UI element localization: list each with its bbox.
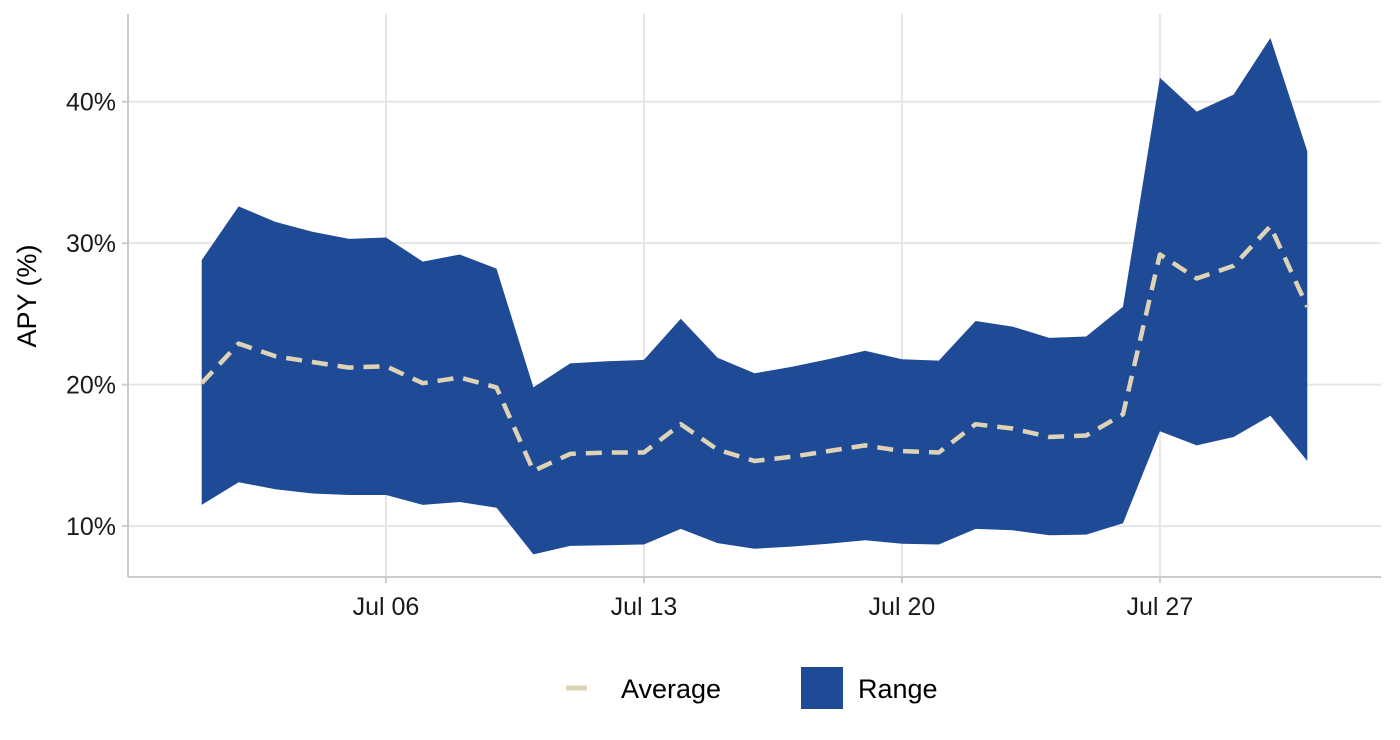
legend-average-label: Average <box>621 674 721 704</box>
legend-range-label: Range <box>858 674 938 704</box>
y-tick-label: 30% <box>66 230 116 258</box>
legend: Average Range <box>566 667 938 709</box>
y-tick-label: 20% <box>66 372 116 400</box>
legend-range-key <box>801 667 843 709</box>
y-tick-label: 40% <box>66 89 116 117</box>
x-tick-label: Jul 06 <box>353 593 420 621</box>
x-axis-ticks: Jul 06 Jul 13 Jul 20 Jul 27 <box>353 577 1194 621</box>
axes <box>127 14 1381 578</box>
x-tick-label: Jul 13 <box>611 593 678 621</box>
y-axis-title: APY (%) <box>12 244 42 347</box>
y-axis-ticks: 10% 20% 30% 40% <box>66 89 128 541</box>
x-tick-label: Jul 27 <box>1127 593 1194 621</box>
range-band <box>201 38 1308 555</box>
y-tick-label: 10% <box>66 513 116 541</box>
plot-area <box>200 38 1310 555</box>
average-line <box>200 223 1310 474</box>
x-tick-label: Jul 20 <box>869 593 936 621</box>
